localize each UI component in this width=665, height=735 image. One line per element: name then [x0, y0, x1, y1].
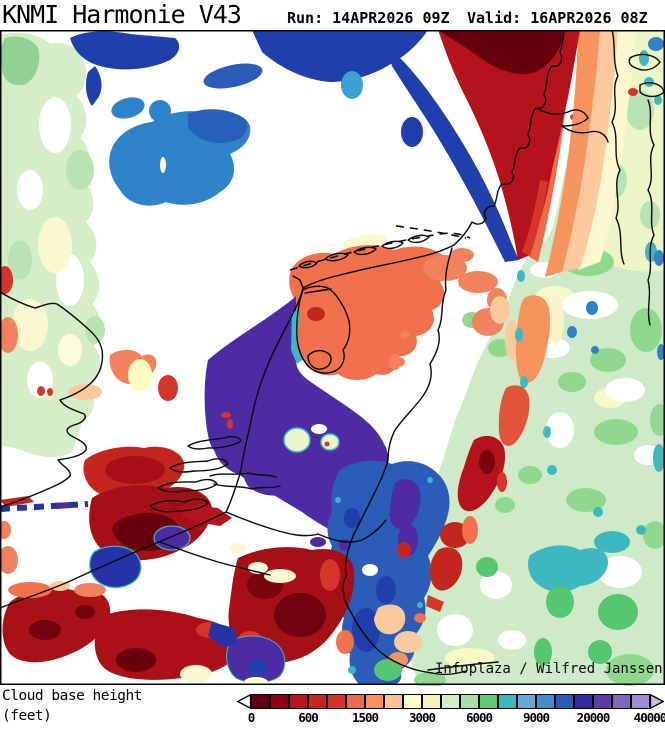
cloud-region-greens-left — [0, 32, 178, 458]
colorbar-cell — [270, 694, 289, 709]
colorbar-label: 9000 — [522, 710, 550, 725]
colorbar-left-arrow — [237, 694, 251, 709]
colorbar-cell — [346, 694, 365, 709]
legend-title-line1: Cloud base height — [2, 688, 142, 704]
cloud-base-map: Infoplaza / Wilfred Janssen — [0, 30, 665, 686]
colorbar-cell — [251, 694, 270, 709]
colorbar-cell — [384, 694, 403, 709]
valid-timestamp: Valid: 16APR2026 08Z — [467, 9, 648, 27]
colorbar-cell — [612, 694, 631, 709]
maritime-boundary-dashed — [289, 225, 471, 271]
colorbar-cell — [441, 694, 460, 709]
coastlines — [0, 30, 665, 676]
colorbar-label: 40000 — [633, 710, 665, 725]
cloud-region-orange-band-centerright — [414, 270, 564, 623]
legend-title-line2: (feet) — [2, 708, 52, 724]
colorbar-cell — [422, 694, 441, 709]
attribution: Infoplaza / Wilfred Janssen — [435, 661, 663, 677]
colorbar-cell — [479, 694, 498, 709]
colorbar-cell — [327, 694, 346, 709]
colorbar-cell — [365, 694, 384, 709]
run-timestamp: Run: 14APR2026 09Z — [287, 9, 450, 27]
colorbar-cell — [536, 694, 555, 709]
colorbar-cells — [251, 694, 650, 709]
colorbar-cell — [403, 694, 422, 709]
colorbar-label: 3000 — [408, 710, 436, 725]
model-title: KNMI Harmonie V43 — [2, 0, 242, 29]
colorbar-cell — [498, 694, 517, 709]
colorbar-cell — [517, 694, 536, 709]
colorbar-cell — [593, 694, 612, 709]
colorbar-cell — [308, 694, 327, 709]
colorbar-cell — [631, 694, 650, 709]
colorbar-cell — [574, 694, 593, 709]
colorbar-cell — [460, 694, 479, 709]
map-frame — [0, 30, 665, 685]
colorbar: 0 600 1500 3000 6000 9000 20000 40000 — [237, 694, 665, 725]
colorbar-cell — [555, 694, 574, 709]
colorbar-right-arrow — [650, 694, 664, 709]
colorbar-label: 6000 — [465, 710, 493, 725]
cloud-region-red-belgium — [0, 446, 355, 686]
colorbar-label: 1500 — [351, 710, 379, 725]
colorbar-label: 20000 — [576, 710, 611, 725]
colorbar-labels: 0 600 1500 3000 6000 9000 20000 40000 — [237, 710, 665, 726]
colorbar-cell — [289, 694, 308, 709]
colorbar-label: 0 — [247, 710, 255, 725]
cloud-region-red-band-northeast — [438, 30, 638, 277]
colorbar-label: 600 — [298, 710, 319, 725]
